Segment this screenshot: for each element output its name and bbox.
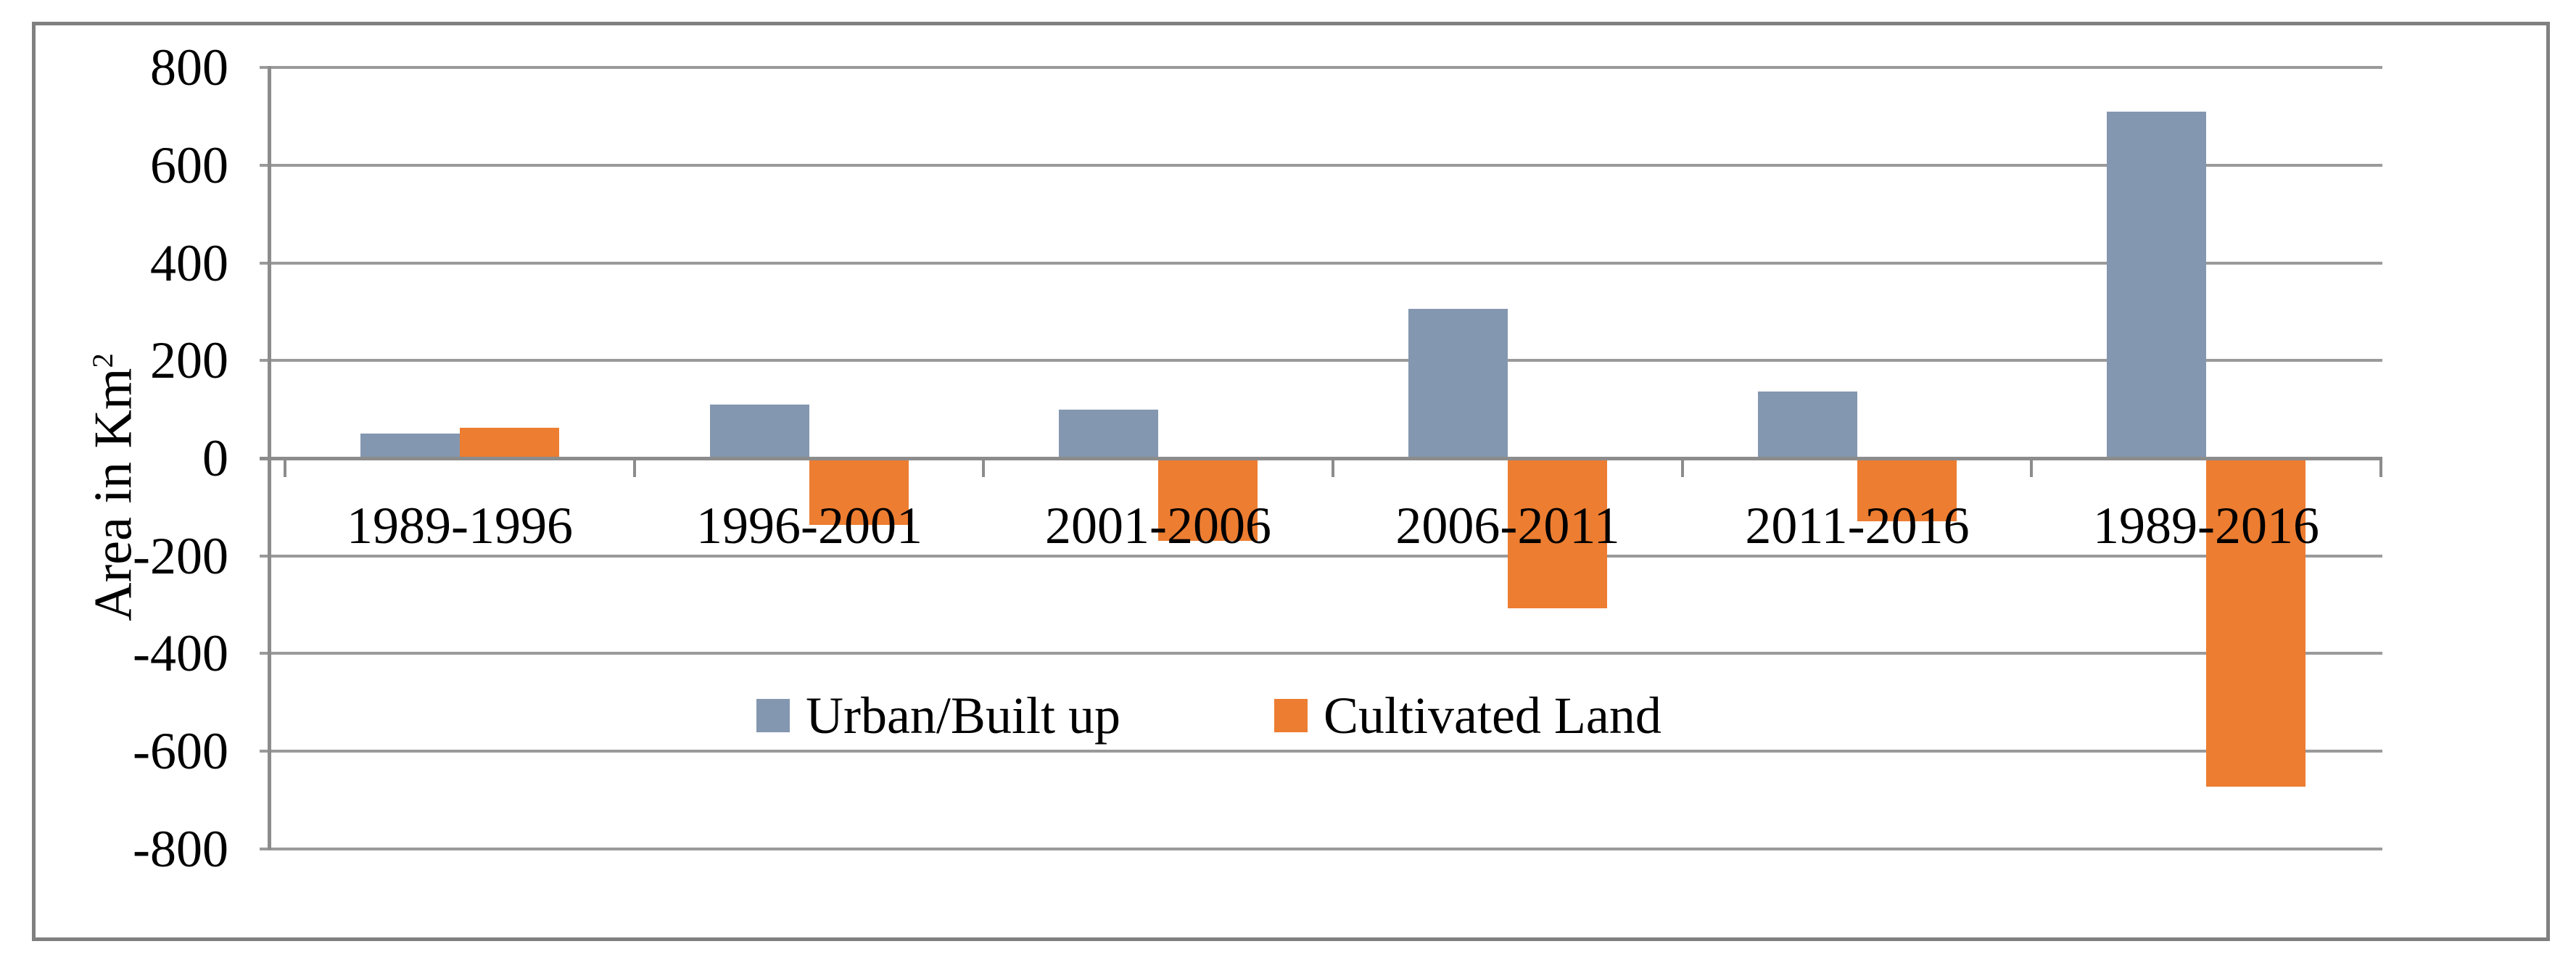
gridline--400 [260,652,2382,655]
legend-label-urban: Urban/Built up [806,687,1120,745]
x-axis-tick [1681,458,1684,477]
y-tick-label-800: 800 [150,38,228,96]
gridline-200 [260,359,2382,362]
y-axis-line [268,66,271,850]
x-category-label-1989-1996: 1989-1996 [347,497,573,555]
figure-border [32,22,2550,941]
bar-urban-1989-2016 [2107,112,2206,458]
x-axis-line [260,457,2382,460]
y-tick-label-0: 0 [202,429,228,487]
bar-urban-1989-1996 [360,434,460,458]
bar-cultivated-2006-2011 [1508,458,1607,608]
bar-cultivated-2001-2006 [1158,458,1258,541]
bar-cultivated-1989-1996 [460,428,559,458]
y-tick-label--200: -200 [133,527,228,585]
gridline--600 [260,750,2382,753]
gridline-800 [260,66,2382,69]
x-axis-tick [2379,458,2382,477]
gridline--200 [260,555,2382,558]
legend-swatch-urban-icon [756,699,790,732]
x-axis-tick [982,458,985,477]
y-tick-label-600: 600 [150,136,228,194]
bar-urban-2006-2011 [1408,309,1508,458]
bar-cultivated-2011-2016 [1857,458,1957,521]
bar-urban-1996-2001 [710,405,809,458]
bar-urban-2011-2016 [1758,392,1857,458]
x-axis-tick [2030,458,2033,477]
x-axis-tick [633,458,636,477]
legend-item-cultivated: Cultivated Land [1273,684,1661,747]
bar-cultivated-1989-2016 [2206,458,2305,787]
y-tick-label-200: 200 [150,331,228,389]
x-category-label-1989-2016: 1989-2016 [2093,497,2319,555]
legend: Urban/Built up Cultivated Land [756,684,1661,747]
y-tick-label--400: -400 [133,624,228,682]
x-category-label-2001-2006: 2001-2006 [1045,497,1271,555]
gridline-400 [260,262,2382,265]
y-tick-label--800: -800 [133,820,228,878]
y-tick-label--600: -600 [133,722,228,780]
x-axis-tick [1332,458,1334,477]
gridline--800 [260,848,2382,850]
legend-item-urban: Urban/Built up [756,684,1120,747]
bar-cultivated-1996-2001 [809,458,909,525]
legend-swatch-cultivated-icon [1273,699,1308,732]
x-axis-tick [284,458,286,477]
x-category-label-2011-2016: 2011-2016 [1745,497,1970,555]
y-tick-label-400: 400 [150,234,228,292]
x-category-label-1996-2001: 1996-2001 [696,497,922,555]
gridline-600 [260,164,2382,167]
legend-label-cultivated: Cultivated Land [1323,687,1661,745]
bar-urban-2001-2006 [1059,410,1158,458]
x-category-label-2006-2011: 2006-2011 [1395,497,1620,555]
